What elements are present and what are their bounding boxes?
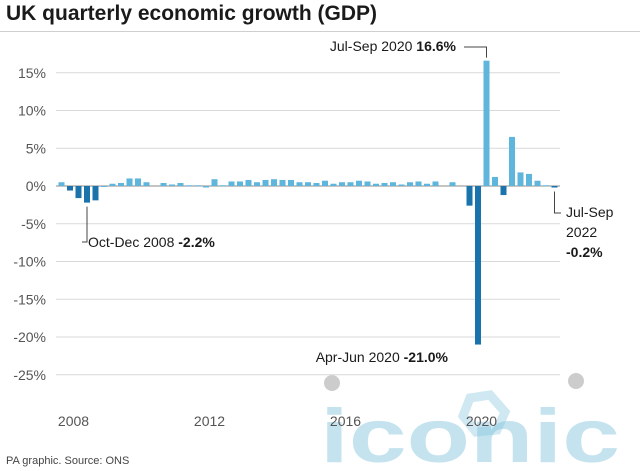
bar-2009-q1 — [92, 186, 99, 201]
bar-2015-q2 — [305, 182, 311, 186]
bar-2016-q3 — [347, 182, 354, 186]
annotation-label: Oct-Dec 2008 -2.2% — [88, 234, 215, 250]
annotation-label: 2022 — [566, 224, 597, 240]
x-tick-label: 2020 — [466, 413, 497, 429]
bar-2022-q3 — [551, 186, 558, 188]
bar-2020-q4 — [492, 176, 498, 186]
bars — [58, 60, 558, 345]
bar-2013-q3 — [245, 179, 252, 186]
bar-2015-q3 — [313, 182, 320, 186]
watermark-dot — [324, 375, 340, 391]
bar-2012-q4 — [220, 185, 226, 187]
bar-2017-q1 — [364, 181, 371, 186]
bar-2011-q3 — [177, 182, 184, 186]
bar-2009-q3 — [109, 183, 116, 186]
y-tick-label: -20% — [13, 329, 46, 345]
bar-2012-q2 — [203, 186, 209, 188]
bar-2016-q2 — [339, 182, 345, 186]
bar-2014-q3 — [279, 179, 286, 186]
bar-2018-q2 — [407, 182, 413, 186]
bar-2011-q1 — [160, 182, 167, 186]
annotation-leader — [464, 46, 487, 58]
annotation-label: Jul-Sep 2020 16.6% — [330, 38, 457, 54]
bar-2010-q2 — [135, 178, 141, 186]
y-tick-label: 0% — [26, 178, 46, 194]
bar-2012-q3 — [211, 179, 218, 186]
bar-2009-q2 — [101, 186, 107, 187]
watermark-dot — [568, 373, 584, 389]
bar-2013-q2 — [237, 181, 243, 186]
bar-2008-q2 — [67, 186, 73, 191]
bar-2011-q2 — [169, 184, 175, 186]
bar-2018-q1 — [398, 184, 405, 186]
y-tick-label: -10% — [13, 254, 46, 270]
annotation-leader — [82, 206, 88, 243]
bar-2021-q2 — [509, 136, 515, 186]
x-tick-label: 2008 — [58, 413, 89, 429]
bar-2011-q4 — [186, 185, 192, 187]
bar-2010-q1 — [126, 178, 133, 186]
source-note: PA graphic. Source: ONS — [6, 455, 130, 467]
y-tick-label: 15% — [18, 65, 46, 81]
bar-2017-q4 — [390, 182, 396, 186]
chart-title: UK quarterly economic growth (GDP) — [6, 2, 378, 25]
bar-2021-q4 — [526, 173, 532, 186]
bar-2022-q2 — [543, 185, 549, 187]
bar-2017-q2 — [373, 183, 379, 186]
bar-2008-q1 — [58, 182, 65, 186]
bar-2021-q3 — [517, 172, 524, 186]
bar-2012-q1 — [194, 185, 201, 187]
bar-2015-q4 — [322, 180, 328, 186]
annotation-label: Jul-Sep — [566, 204, 614, 220]
annotation-label: Apr-Jun 2020 -21.0% — [316, 349, 449, 365]
bar-2016-q1 — [330, 183, 337, 186]
annotation-leader — [554, 191, 561, 214]
x-tick-label: 2012 — [194, 413, 225, 429]
bar-2019-q3 — [449, 182, 456, 186]
bar-2020-q1 — [466, 186, 473, 206]
bar-2014-q4 — [288, 179, 294, 186]
annotations: Oct-Dec 2008 -2.2% Jul-Sep 2020 16.6% Apr-… — [82, 38, 614, 365]
y-axis-tick-labels: 15% 10% 5% 0% -5% -10% -15% -20% -25% — [13, 65, 46, 383]
bar-2022-q1 — [534, 180, 541, 186]
y-tick-label: -15% — [13, 291, 46, 307]
bar-2018-q3 — [415, 181, 422, 186]
watermark-hexagon — [457, 390, 511, 437]
title-divider — [0, 31, 640, 32]
y-tick-label: -5% — [21, 216, 46, 232]
y-tick-label: -25% — [13, 367, 46, 383]
bar-2018-q4 — [424, 183, 430, 186]
watermark-text: iconic — [320, 394, 620, 471]
y-tick-label: 5% — [26, 140, 46, 156]
bar-2020-q3 — [483, 60, 490, 186]
annotation-value: -0.2% — [566, 244, 603, 260]
bar-2014-q1 — [262, 179, 269, 186]
bar-2010-q3 — [143, 182, 150, 186]
bar-2019-q1 — [432, 181, 439, 186]
bar-2016-q4 — [356, 180, 362, 186]
y-tick-label: 10% — [18, 103, 46, 119]
x-tick-label: 2016 — [330, 413, 361, 429]
bar-2020-q2 — [475, 186, 481, 345]
x-axis-tick-labels: 2008 2012 2016 2020 — [58, 413, 497, 429]
bar-2013-q4 — [254, 182, 260, 186]
bar-2013-q1 — [228, 181, 235, 186]
iconic-watermark-logo: iconic — [320, 373, 620, 471]
bar-2021-q1 — [500, 186, 507, 196]
bar-2008-q3 — [75, 186, 82, 199]
bar-2017-q3 — [381, 182, 388, 186]
bar-2014-q2 — [271, 179, 277, 186]
bar-2009-q4 — [118, 182, 124, 186]
bar-2008-q4 — [84, 186, 90, 203]
bar-2015-q1 — [296, 182, 303, 186]
